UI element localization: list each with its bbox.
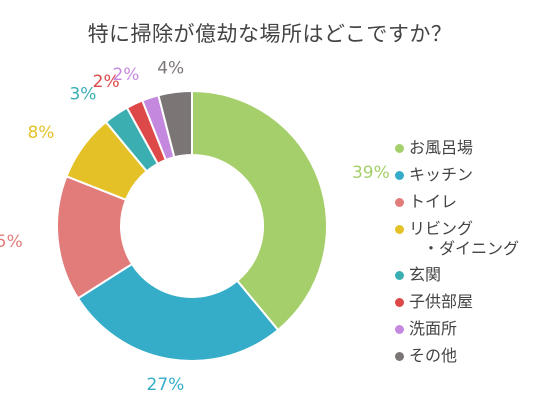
legend-label: 玄関 <box>409 265 442 284</box>
legend-label: 子供部屋 <box>409 292 474 311</box>
percent-label-7: 2% <box>112 65 139 85</box>
legend-swatch <box>395 352 404 361</box>
percent-label-8: 4% <box>157 58 184 78</box>
legend-label: お風呂場 <box>409 138 474 157</box>
slice-1 <box>191 89 328 332</box>
legend-swatch <box>395 144 404 153</box>
percent-label-5: 3% <box>69 85 96 105</box>
legend-label: 洗面所 <box>409 319 458 338</box>
legend-swatch <box>395 325 404 334</box>
legend-swatch <box>395 171 404 180</box>
legend-swatch <box>395 225 404 234</box>
legend-label: キッチン <box>409 165 474 184</box>
percent-label-6: 2% <box>93 72 120 92</box>
legend-swatch <box>395 198 404 207</box>
percent-label-2: 27% <box>147 375 185 395</box>
legend-swatch <box>395 271 404 280</box>
legend-label: その他 <box>409 346 458 365</box>
legend-label: トイレ <box>409 192 458 211</box>
legend-label: リビング ・ダイニング <box>409 219 520 258</box>
slice-8 <box>157 89 193 159</box>
chart-title: 特に掃除が億劫な場所はどこですか？ <box>87 22 453 46</box>
percent-label-1: 39% <box>352 163 390 183</box>
percent-label-3: 15% <box>0 232 23 252</box>
legend-swatch <box>395 298 404 307</box>
percent-label-4: 8% <box>27 123 54 143</box>
slice-2 <box>76 262 280 362</box>
